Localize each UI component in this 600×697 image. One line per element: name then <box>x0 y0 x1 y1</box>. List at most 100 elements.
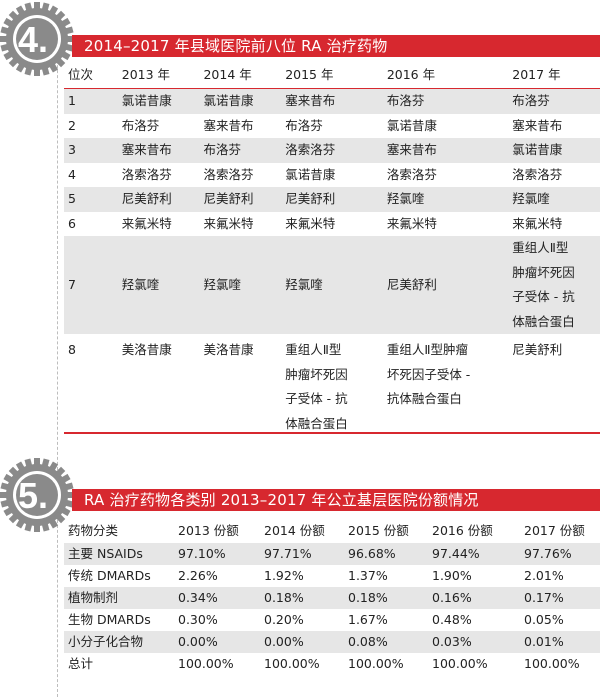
table-cell: 生物 DMARDs <box>68 612 151 627</box>
gear-tooth <box>62 26 74 35</box>
table-cell: 0.30% <box>178 612 218 627</box>
column-header: 2017 年 <box>512 67 561 82</box>
gear-tooth <box>53 55 66 68</box>
gear-tooth <box>0 36 10 42</box>
gear-tooth <box>58 49 71 61</box>
table-row: 5 尼美舒利 尼美舒利 尼美舒利 羟氯喹 羟氯喹 <box>64 187 600 212</box>
gear-tooth <box>41 64 50 76</box>
section-number: 4. <box>18 19 48 60</box>
section-title-bar: 2014–2017 年县域医院前八位 RA 治疗药物 <box>72 35 600 57</box>
table-cell: 氯诺昔康 <box>121 88 204 114</box>
table-row: 4 洛索洛芬 洛索洛芬 氯诺昔康 洛索洛芬 洛索洛芬 <box>64 163 600 188</box>
gear-tooth <box>3 49 16 61</box>
table-cell: 布洛芬 <box>121 117 160 133</box>
gear-tooth <box>15 60 27 73</box>
table-row: 主要 NSAIDs 97.10% 97.71% 96.68% 97.44% 97… <box>64 543 600 565</box>
dashed-guide-line <box>57 515 58 697</box>
table-cell: 美洛昔康 <box>203 342 254 357</box>
table-cell: 0.18% <box>264 587 348 609</box>
gear-tooth <box>24 2 33 14</box>
gear-tooth <box>47 461 59 474</box>
gear-tooth <box>24 64 33 76</box>
table-cell: 8 <box>68 342 76 357</box>
table-cell: 0.34% <box>178 587 264 609</box>
gear-tooth <box>34 2 40 12</box>
table-cell: 重组人Ⅱ型 肿瘤坏死因 子受体 - 抗 体融合蛋白 <box>512 236 600 334</box>
table-cell: 尼美舒利 <box>121 187 204 212</box>
table-header-row: 位次 2013 年 2014 年 2015 年 2016 年 2017 年 <box>64 62 600 89</box>
table-cell: 尼美舒利 <box>285 187 387 212</box>
table-cell: 0.08% <box>348 631 432 653</box>
table-cell: 羟氯喹 <box>386 187 513 212</box>
gear-tooth <box>0 26 12 35</box>
dashed-guide-line <box>57 40 58 480</box>
gear-tooth <box>47 60 59 73</box>
gear-tooth <box>47 5 59 18</box>
table-cell: 羟氯喹 <box>512 187 600 212</box>
table-cell: 0.16% <box>432 587 524 609</box>
table-cell: 布洛芬 <box>386 88 513 114</box>
table-cell: 0.00% <box>264 631 348 653</box>
table-row: 小分子化合物 0.00% 0.00% 0.08% 0.03% 0.01% <box>64 631 600 653</box>
gear-badge-icon: 5. <box>0 458 74 532</box>
column-header: 2017 份额 <box>524 523 585 538</box>
table-row: 总计 100.00% 100.00% 100.00% 100.00% 100.0… <box>64 653 600 675</box>
table-cell: 1 <box>64 88 122 114</box>
gear-tooth <box>53 466 66 479</box>
gear-tooth <box>34 458 40 468</box>
table-row: 7 羟氯喹 羟氯喹 羟氯喹 尼美舒利 重组人Ⅱ型 肿瘤坏死因 子受体 - 抗 体… <box>64 236 600 334</box>
column-header: 药物分类 <box>68 523 119 538</box>
gear-tooth <box>62 43 74 52</box>
table-cell: 100.00% <box>178 656 234 671</box>
table-cell: 0.00% <box>178 631 264 653</box>
table-cell: 尼美舒利 <box>203 187 286 212</box>
table-cell: 0.05% <box>524 612 564 627</box>
section-title: RA 治疗药物各类别 2013–2017 年公立基层医院份额情况 <box>84 491 479 509</box>
table-cell: 氯诺昔康 <box>386 117 437 133</box>
gear-tooth <box>58 473 71 485</box>
table-cell: 重组人Ⅱ型肿瘤 坏死因子受体 - 抗体融合蛋白 <box>386 342 471 406</box>
table-cell: 3 <box>64 138 122 163</box>
table-cell: 2 <box>68 117 76 133</box>
table-bottom-rule <box>64 432 600 434</box>
gear-tooth <box>58 505 71 517</box>
table-cell: 洛索洛芬 <box>512 166 563 182</box>
table-cell: 传统 DMARDs <box>68 568 151 583</box>
gear-tooth <box>53 511 66 524</box>
gear-tooth <box>3 505 16 517</box>
table-cell: 塞来昔布 <box>203 117 254 133</box>
gear-tooth <box>8 55 21 68</box>
table-cell: 97.10% <box>178 543 264 565</box>
column-header: 位次 <box>68 67 94 82</box>
section-title-bar: RA 治疗药物各类别 2013–2017 年公立基层医院份额情况 <box>72 489 600 511</box>
column-header: 2013 年 <box>121 67 171 82</box>
table-cell: 97.71% <box>264 543 348 565</box>
table-row: 传统 DMARDs 2.26% 1.92% 1.37% 1.90% 2.01% <box>64 565 600 587</box>
table-cell: 美洛昔康 <box>121 342 172 357</box>
ranking-table: 位次 2013 年 2014 年 2015 年 2016 年 2017 年 1 … <box>64 62 600 436</box>
share-table: 药物分类 2013 份额 2014 份额 2015 份额 2016 份额 201… <box>64 519 600 675</box>
table-cell: 塞来昔布 <box>386 138 513 163</box>
table-cell: 6 <box>68 215 76 231</box>
table-cell: 0.48% <box>432 612 472 627</box>
table-cell: 0.03% <box>432 631 524 653</box>
table-cell: 洛索洛芬 <box>285 138 387 163</box>
table-cell: 洛索洛芬 <box>203 166 254 182</box>
table-cell: 主要 NSAIDs <box>64 543 178 565</box>
column-header: 2014 年 <box>203 67 252 82</box>
gear-tooth <box>62 482 74 491</box>
gear-tooth <box>0 492 10 498</box>
table-row: 3 塞来昔布 布洛芬 洛索洛芬 塞来昔布 氯诺昔康 <box>64 138 600 163</box>
table-cell: 0.01% <box>524 631 600 653</box>
table-cell: 97.76% <box>524 543 600 565</box>
table-cell: 氯诺昔康 <box>512 138 600 163</box>
column-header: 2015 份额 <box>348 523 409 538</box>
gear-badge-icon: 4. <box>0 2 74 76</box>
table-cell: 100.00% <box>432 656 488 671</box>
column-header: 2015 年 <box>285 67 334 82</box>
table-cell: 洛索洛芬 <box>121 166 172 182</box>
gear-tooth <box>8 466 21 479</box>
gear-tooth <box>15 5 27 18</box>
table-row: 生物 DMARDs 0.30% 0.20% 1.67% 0.48% 0.05% <box>64 609 600 631</box>
table-cell: 0.18% <box>348 587 432 609</box>
